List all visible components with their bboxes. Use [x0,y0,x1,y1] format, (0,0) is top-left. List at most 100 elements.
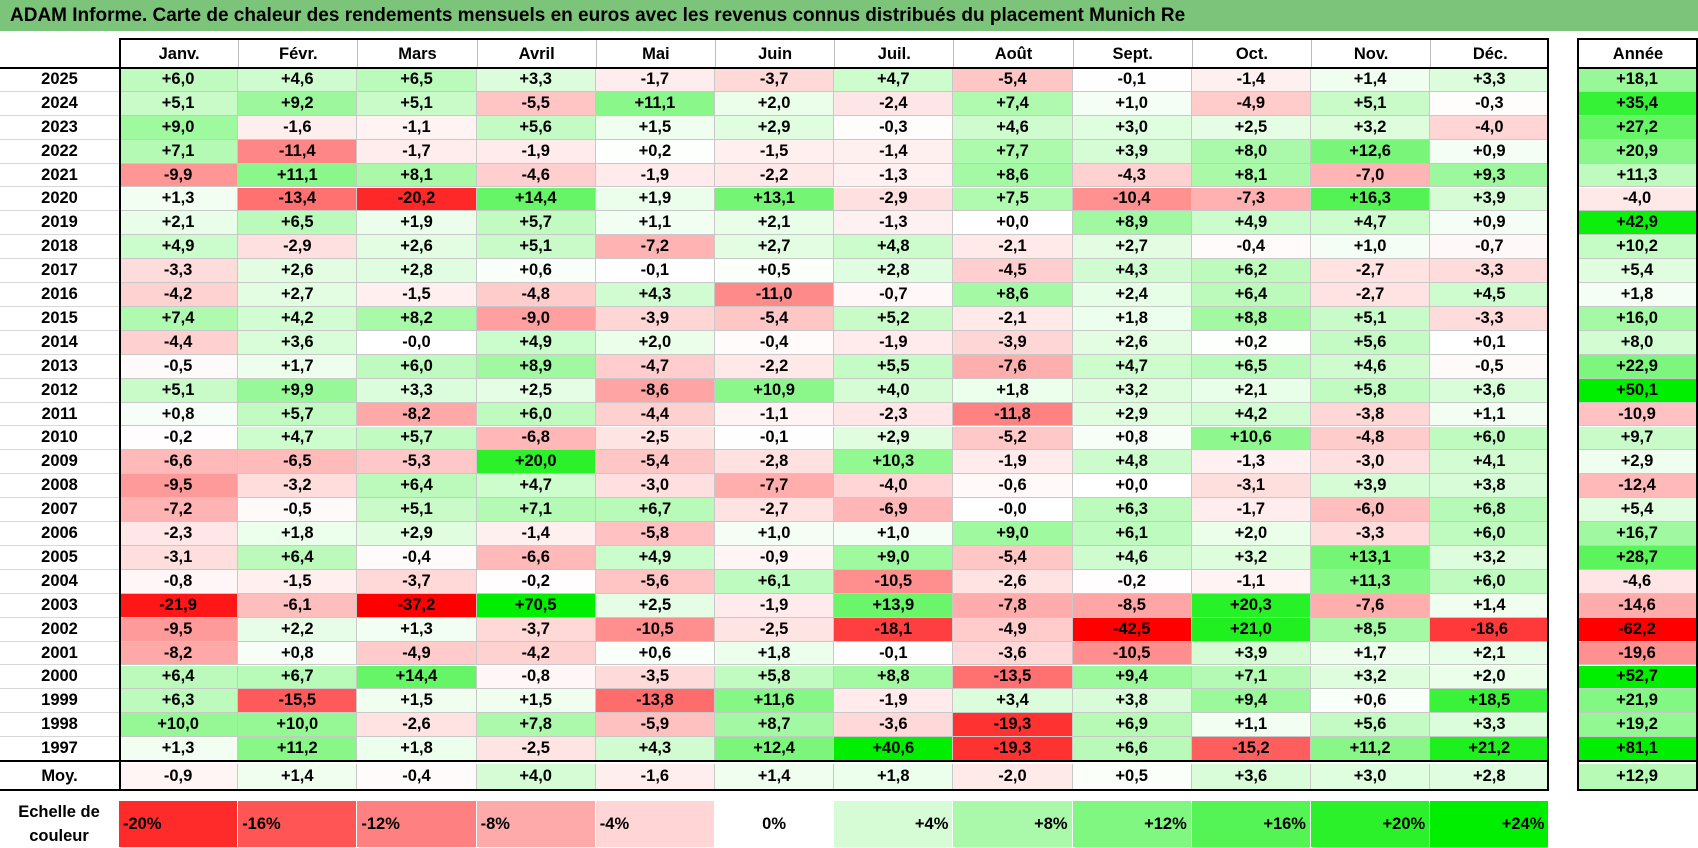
heatmap-cell: +6,3 [1072,498,1192,523]
annual-cell: -12,4 [1577,474,1698,499]
heatmap-cell: +0,8 [238,641,358,666]
heatmap-cell: +6,5 [238,211,358,236]
heatmap-cell: -9,5 [119,474,239,499]
heatmap-cell: -0,0 [357,330,477,355]
annual-cell: +1,8 [1577,283,1698,307]
heatmap-cell: +1,5 [476,689,596,714]
heatmap-cell: +4,3 [595,283,715,307]
heatmap-cell: -11,4 [238,139,358,164]
heatmap-cell: -0,6 [953,474,1073,499]
month-header: Sept. [1072,39,1192,68]
heatmap-cell: +4,3 [1072,259,1192,284]
heatmap-cell: +3,9 [1311,474,1431,499]
heatmap-cell: +1,3 [119,737,239,762]
heatmap-cell: -1,7 [595,68,715,92]
heatmap-cell: -7,6 [953,354,1073,379]
heatmap-cell: -11,8 [953,402,1073,427]
color-scale-swatch: +20% [1311,801,1431,847]
heatmap-cell: +0,6 [1311,689,1431,714]
annual-cell: +9,7 [1577,426,1698,451]
heatmap-cell: +1,0 [1072,91,1192,116]
year-label: 1998 [0,713,119,738]
heatmap-cell: -2,9 [238,235,358,260]
heatmap-cell: -6,1 [238,593,358,618]
heatmap-cell: +2,7 [715,235,835,260]
average-cell: +0,5 [1072,764,1192,790]
heatmap-cell: -0,2 [1072,569,1192,594]
heatmap-cell: +11,6 [715,689,835,714]
heatmap-cell: -13,5 [953,665,1073,690]
heatmap-cell: -10,5 [1072,641,1192,666]
heatmap-cell: +6,5 [357,68,477,92]
year-label: 2007 [0,498,119,523]
heatmap-cell: -7,2 [595,235,715,260]
heatmap-cell: -1,9 [715,593,835,618]
average-separator-top [0,760,1550,763]
color-scale-swatch: +4% [834,801,954,847]
heatmap-cell: +14,4 [357,665,477,690]
heatmap-cell: +2,6 [357,235,477,260]
heatmap-cell: +7,1 [119,139,239,164]
annual-cell: +20,9 [1577,139,1698,164]
heatmap-cell: +3,3 [1430,713,1550,738]
heatmap-cell: -4,9 [953,617,1073,642]
annual-cell: +35,4 [1577,91,1698,116]
heatmap-cell: +10,9 [715,378,835,403]
heatmap-cell: +9,0 [834,546,954,570]
heatmap-cell: +3,2 [1191,546,1311,570]
annual-cell: +11,3 [1577,163,1698,188]
heatmap-cell: -8,6 [595,378,715,403]
heatmap-cell: +1,1 [1430,402,1550,427]
heatmap-cell: +1,8 [357,737,477,762]
heatmap-cell: -5,8 [595,522,715,546]
heatmap-cell: +4,7 [1311,211,1431,236]
heatmap-cell: -0,7 [1430,235,1550,260]
heatmap-cell: -6,5 [238,450,358,475]
heatmap-cell: +20,0 [476,450,596,475]
heatmap-cell: -5,4 [715,307,835,331]
heatmap-cell: +3,0 [1072,115,1192,140]
year-label: 2014 [0,331,119,355]
heatmap-cell: -3,3 [119,259,239,284]
heatmap-cell: +18,5 [1430,689,1550,714]
heatmap-cell: -1,3 [834,163,954,188]
heatmap-cell: +6,6 [1072,737,1192,762]
heatmap-cell: +3,9 [1072,139,1192,164]
heatmap-cell: +4,1 [1430,450,1550,475]
annual-cell: +18,1 [1577,68,1698,92]
heatmap-cell: +0,9 [1430,211,1550,236]
heatmap-cell: +7,4 [953,91,1073,116]
heatmap-cell: +6,0 [476,402,596,427]
heatmap-cell: +8,8 [834,665,954,690]
heatmap-cell: -2,9 [834,187,954,212]
heatmap-cell: +4,7 [1072,354,1192,379]
month-header: Oct. [1191,39,1311,68]
heatmap-cell: -2,5 [476,737,596,762]
heatmap-cell: +7,1 [1191,665,1311,690]
heatmap-cell: -4,6 [476,163,596,188]
heatmap-cell: +1,8 [715,641,835,666]
heatmap-cell: +2,7 [1072,235,1192,260]
heatmap-cell: +5,1 [357,498,477,523]
heatmap-cell: -2,5 [715,617,835,642]
heatmap-cell: -13,8 [595,689,715,714]
heatmap-cell: +5,1 [1311,307,1431,331]
color-scale-swatch: 0% [715,801,835,847]
heatmap-cell: +8,9 [1072,211,1192,236]
heatmap-cell: -7,6 [1311,593,1431,618]
heatmap-cell: -3,1 [1191,474,1311,499]
heatmap-cell: +5,7 [238,402,358,427]
heatmap-cell: -4,3 [1072,163,1192,188]
year-label: 2010 [0,427,119,451]
heatmap-cell: +1,8 [238,522,358,546]
heatmap-cell: -3,1 [119,546,239,570]
heatmap-cell: -3,3 [1430,259,1550,284]
heatmap-cell: +5,6 [1311,713,1431,738]
heatmap-cell: -7,8 [953,593,1073,618]
year-label: 2019 [0,211,119,236]
heatmap-cell: +3,2 [1430,546,1550,570]
heatmap-cell: +8,0 [1191,139,1311,164]
heatmap-cell: +13,1 [1311,546,1431,570]
heatmap-cell: +4,8 [1072,450,1192,475]
heatmap-cell: -1,4 [1191,68,1311,92]
